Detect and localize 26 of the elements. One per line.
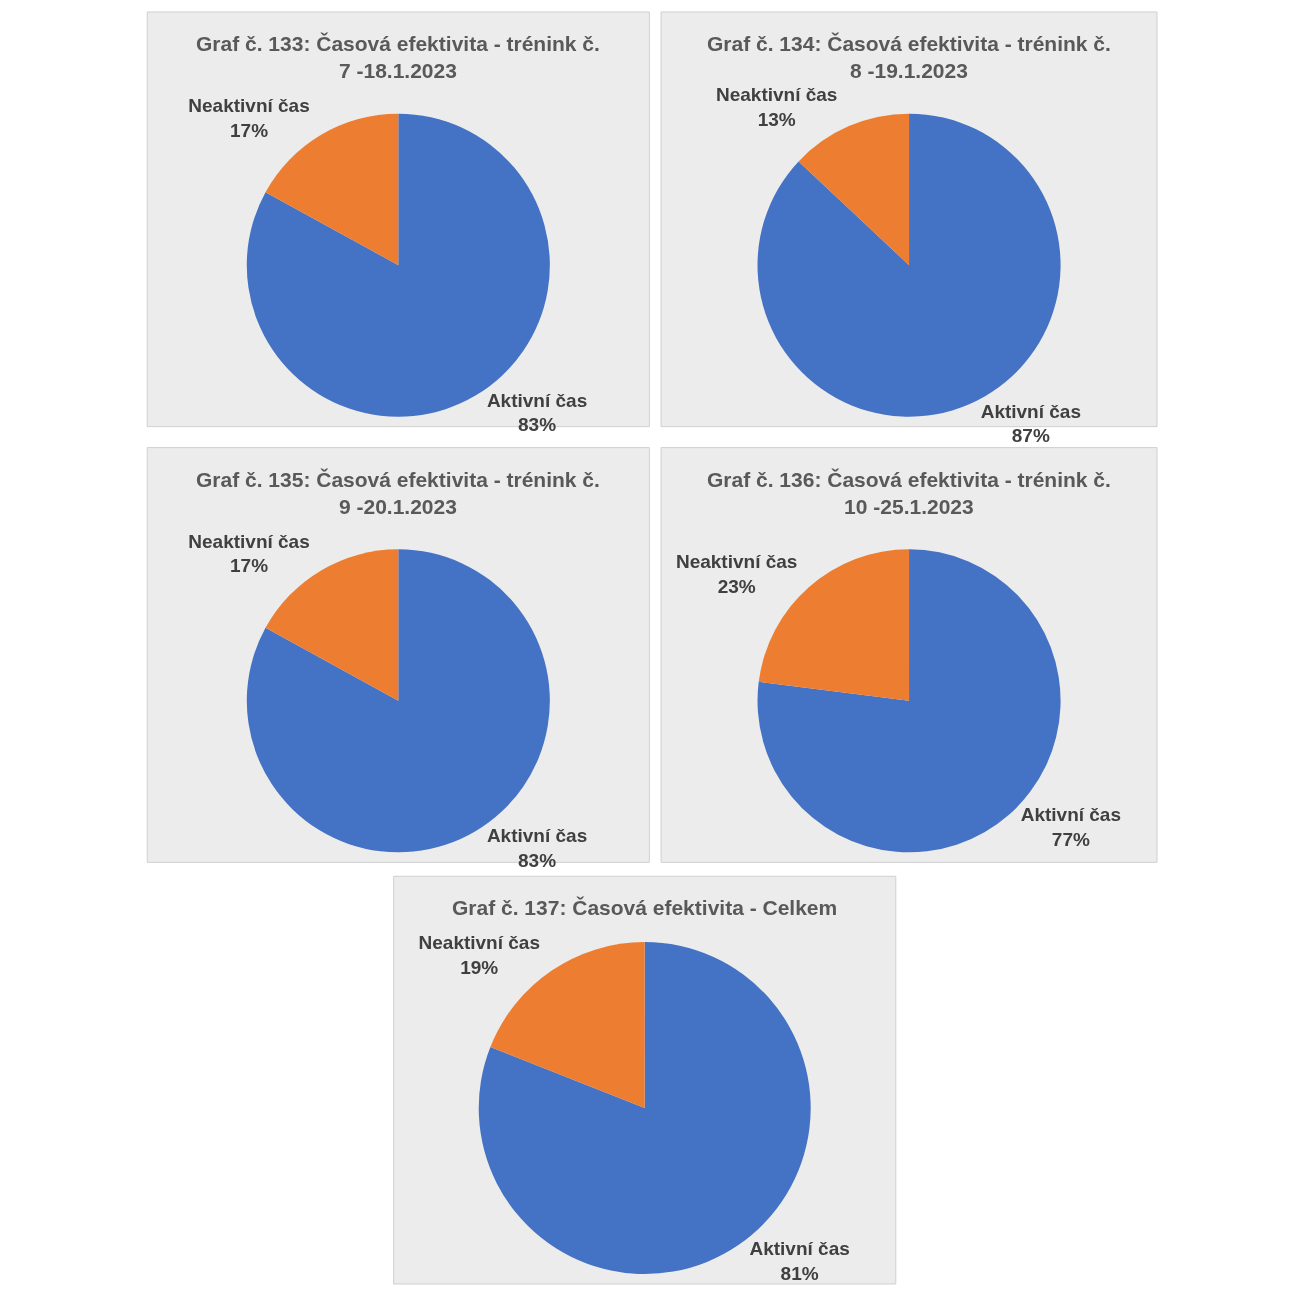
chart-title: Graf č. 136: Časová efektivita - trénink č. 10 -25.1.2023 (707, 468, 1111, 519)
slice-label: Aktivní čas (486, 389, 588, 411)
chart-title: Graf č. 133: Časová efektivita - trénink č. 7 -18.1.2023 (196, 32, 600, 83)
data-label: 13% (757, 108, 796, 130)
pie-slice (798, 113, 910, 266)
chart-title: Graf č. 135: Časová efektivita - trénink č. 9 -20.1.2023 (196, 468, 600, 519)
chart-title: Graf č. 137: Časová efektivita - Celkem (452, 896, 838, 919)
slice-label: Aktivní čas (486, 825, 588, 847)
slice-label: Aktivní čas (1020, 804, 1121, 826)
data-label: 23% (717, 576, 756, 598)
data-label: 17% (230, 119, 269, 141)
data-label: 77% (1051, 829, 1090, 851)
data-label: 19% (460, 956, 499, 978)
chart-title: Graf č. 134: Časová efektivita - trénink č. 8 -19.1.2023 (707, 32, 1111, 83)
data-label: 87% (1011, 425, 1050, 447)
data-label: 81% (780, 1262, 819, 1284)
data-label: 83% (518, 850, 557, 872)
data-label: 17% (230, 555, 269, 577)
slice-label: Aktivní čas (980, 400, 1081, 422)
slice-label: Neaktivní čas (188, 94, 310, 116)
slice-label: Neaktivní čas (715, 84, 838, 106)
slice-label: Neaktivní čas (418, 932, 540, 954)
slice-label: Neaktivní čas (188, 530, 310, 552)
data-label: 83% (518, 414, 557, 436)
slice-label: Aktivní čas (749, 1238, 850, 1260)
slice-label: Neaktivní čas (675, 551, 798, 573)
